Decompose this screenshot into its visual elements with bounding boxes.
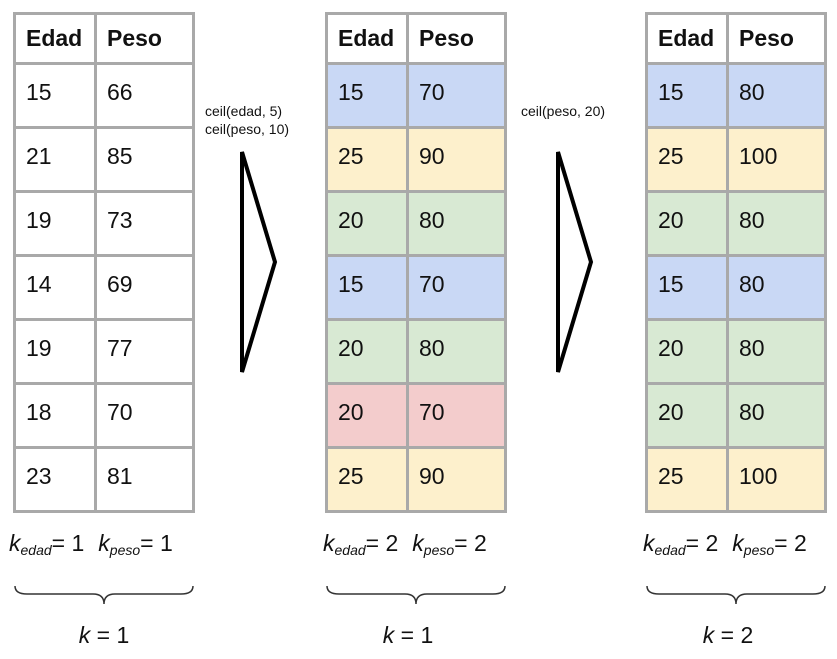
cell-peso: 90 — [406, 446, 507, 513]
header-edad: Edad — [13, 12, 97, 65]
table-row: 25 100 — [645, 126, 827, 193]
cell-peso: 80 — [726, 318, 827, 385]
cell-peso: 69 — [94, 254, 195, 321]
transform-line: ceil(peso, 10) — [205, 121, 290, 137]
cell-edad: 20 — [325, 190, 409, 257]
table-row: 18 70 — [13, 382, 195, 449]
cell-edad: 21 — [13, 126, 97, 193]
table-row: 20 80 — [325, 318, 507, 385]
k-values-2: kedad= 2 kpeso= 2 — [323, 530, 487, 558]
cell-peso: 70 — [94, 382, 195, 449]
cell-peso: 66 — [94, 62, 195, 129]
k-values-3: kedad= 2 kpeso= 2 — [643, 530, 807, 558]
header-peso: Peso — [726, 12, 827, 65]
brace-icon — [14, 585, 194, 605]
table-row: 20 80 — [645, 382, 827, 449]
cell-edad: 15 — [13, 62, 97, 129]
table-row: 25 90 — [325, 126, 507, 193]
table-row: 21 85 — [13, 126, 195, 193]
table-row: 15 80 — [645, 62, 827, 129]
k-values-1: kedad= 1 kpeso= 1 — [9, 530, 173, 558]
table-row: 19 73 — [13, 190, 195, 257]
cell-peso: 70 — [406, 254, 507, 321]
k-total-2: k = 1 — [382, 622, 434, 648]
brace-icon — [326, 585, 506, 605]
cell-peso: 85 — [94, 126, 195, 193]
table-row: 15 80 — [645, 254, 827, 321]
cell-peso: 80 — [406, 190, 507, 257]
cell-peso: 70 — [406, 62, 507, 129]
transform-line: ceil(peso, 20) — [521, 103, 606, 119]
header-edad: Edad — [325, 12, 409, 65]
k-edad-value: 2 — [385, 530, 399, 556]
table-original: Edad Peso 15 66 21 85 19 73 14 69 19 77 18 70 23 81 — [13, 12, 195, 513]
header-peso: Peso — [94, 12, 195, 65]
table-row: 20 70 — [325, 382, 507, 449]
cell-peso: 80 — [726, 190, 827, 257]
table-row: 15 70 — [325, 254, 507, 321]
arrow-right-icon — [240, 151, 278, 373]
k-peso-value: 1 — [159, 530, 173, 556]
table-row: 25 100 — [645, 446, 827, 513]
table-row: 19 77 — [13, 318, 195, 385]
header-edad: Edad — [645, 12, 729, 65]
transform-line: ceil(edad, 5) — [205, 103, 283, 119]
cell-peso: 77 — [94, 318, 195, 385]
cell-peso: 90 — [406, 126, 507, 193]
arrow-right-icon — [556, 151, 594, 373]
table-generalized-1: Edad Peso 15 70 25 90 20 80 15 70 20 80 20 70 25 90 — [325, 12, 507, 513]
cell-edad: 20 — [645, 190, 729, 257]
table-row: 14 69 — [13, 254, 195, 321]
table-row: 23 81 — [13, 446, 195, 513]
cell-edad: 19 — [13, 190, 97, 257]
cell-edad: 20 — [325, 382, 409, 449]
k-total-value: 2 — [740, 622, 754, 648]
table-row: 15 66 — [13, 62, 195, 129]
cell-edad: 15 — [325, 62, 409, 129]
table-row: 20 80 — [645, 318, 827, 385]
cell-edad: 15 — [645, 254, 729, 321]
cell-edad: 15 — [325, 254, 409, 321]
cell-peso: 80 — [726, 254, 827, 321]
transform-label-2: ceil(peso, 20) — [521, 102, 605, 120]
header-peso: Peso — [406, 12, 507, 65]
transform-label-1: ceil(edad, 5) ceil(peso, 10) — [205, 102, 289, 138]
cell-peso: 81 — [94, 446, 195, 513]
cell-edad: 20 — [645, 318, 729, 385]
k-peso-value: 2 — [793, 530, 807, 556]
cell-edad: 14 — [13, 254, 97, 321]
k-peso-value: 2 — [473, 530, 487, 556]
cell-peso: 100 — [726, 126, 827, 193]
cell-edad: 25 — [325, 446, 409, 513]
cell-edad: 25 — [325, 126, 409, 193]
cell-peso: 80 — [726, 382, 827, 449]
table-row: 25 90 — [325, 446, 507, 513]
cell-peso: 70 — [406, 382, 507, 449]
table-row: 20 80 — [325, 190, 507, 257]
table-row: 15 70 — [325, 62, 507, 129]
cell-edad: 20 — [325, 318, 409, 385]
cell-peso: 80 — [726, 62, 827, 129]
cell-edad: 18 — [13, 382, 97, 449]
cell-peso: 80 — [406, 318, 507, 385]
table-generalized-2: Edad Peso 15 80 25 100 20 80 15 80 20 80 20 80 25 100 — [645, 12, 827, 513]
cell-edad: 15 — [645, 62, 729, 129]
k-total-value: 1 — [420, 622, 434, 648]
k-total-value: 1 — [116, 622, 130, 648]
cell-edad: 20 — [645, 382, 729, 449]
k-edad-value: 2 — [705, 530, 719, 556]
k-edad-value: 1 — [71, 530, 85, 556]
k-total-1: k = 1 — [78, 622, 130, 648]
cell-edad: 25 — [645, 446, 729, 513]
cell-edad: 23 — [13, 446, 97, 513]
k-total-3: k = 2 — [702, 622, 754, 648]
cell-edad: 19 — [13, 318, 97, 385]
brace-icon — [646, 585, 826, 605]
cell-peso: 100 — [726, 446, 827, 513]
cell-peso: 73 — [94, 190, 195, 257]
table-row: 20 80 — [645, 190, 827, 257]
cell-edad: 25 — [645, 126, 729, 193]
